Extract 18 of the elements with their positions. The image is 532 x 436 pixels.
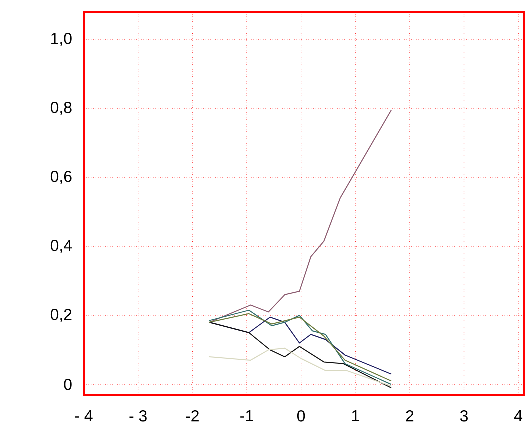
line-series (208, 322, 392, 389)
y-tick-label: 1,0 (52, 33, 72, 46)
line-series (208, 348, 392, 387)
x-tick-label: -1 (240, 410, 254, 422)
x-tick-label: 0 (297, 410, 306, 422)
x-tick-label: - 4 (75, 410, 93, 422)
line-series (208, 110, 392, 324)
x-tick-label: -2 (186, 410, 199, 422)
y-tick-label: 0,4 (50, 240, 72, 254)
y-tick-label: 0 (64, 378, 72, 390)
x-tick-label: 3 (460, 410, 468, 422)
x-tick-label: 4 (514, 410, 523, 422)
x-tick-label: - 3 (130, 410, 147, 422)
y-tick-label: 0,6 (50, 171, 72, 184)
x-tick-label: 2 (406, 410, 414, 422)
y-tick-label: 0,2 (50, 309, 72, 322)
x-tick-label: 1 (352, 410, 360, 422)
y-tick-label: 0,8 (50, 102, 72, 116)
